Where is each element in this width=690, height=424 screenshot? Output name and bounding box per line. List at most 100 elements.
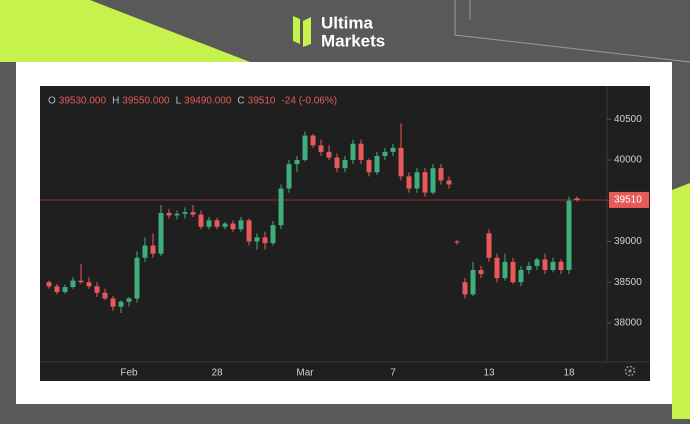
candle-body: [294, 160, 300, 165]
candle-body: [134, 257, 140, 299]
candle-body: [302, 135, 308, 161]
candle-body: [478, 269, 484, 275]
candle-body: [326, 151, 332, 158]
y-tick-label: 40000: [614, 155, 642, 166]
chart-panel: [40, 86, 650, 381]
settings-icon[interactable]: [624, 365, 636, 377]
candle-body: [118, 301, 124, 307]
candle-body: [54, 286, 60, 292]
candle-body: [550, 261, 556, 270]
x-tick-label: Mar: [296, 368, 314, 379]
x-tick-label: 28: [211, 368, 223, 379]
candle-body: [574, 198, 580, 200]
accent-shape: [672, 183, 690, 419]
candle-body: [310, 135, 316, 146]
candle-body: [430, 168, 436, 193]
logo: Ultima Markets: [293, 13, 385, 50]
candle-body: [406, 176, 412, 189]
y-tick-label: 40500: [614, 114, 642, 125]
plot: 380003850039000395004000040500Feb28Mar71…: [40, 114, 649, 379]
candle-body: [70, 280, 76, 288]
candle-body: [454, 241, 460, 243]
candle-body: [462, 282, 468, 295]
candle-body: [86, 282, 92, 287]
candle-body: [446, 180, 452, 185]
price-tag: [609, 191, 649, 208]
candle-body: [198, 214, 204, 227]
candle-body: [166, 212, 172, 216]
candle-body: [494, 257, 500, 279]
candle-body: [142, 245, 148, 258]
candle-body: [190, 212, 196, 215]
candle-body: [318, 145, 324, 152]
candle-body: [502, 261, 508, 279]
candle-body: [46, 282, 52, 287]
accent-shape: [0, 0, 250, 62]
candle-body: [222, 223, 228, 227]
candle-body: [62, 287, 68, 292]
candle-body: [334, 157, 340, 169]
candle-body: [230, 223, 236, 230]
candle-body: [110, 298, 116, 307]
info-key: H: [112, 96, 119, 107]
candle-body: [470, 269, 476, 295]
candle-body: [158, 212, 164, 254]
price-tag-label: 39510: [614, 195, 642, 206]
info-value: 39530.000: [59, 96, 107, 107]
candle-body: [510, 261, 516, 283]
candle-body: [150, 245, 156, 254]
brand: Markets: [321, 31, 385, 50]
candle-body: [126, 298, 132, 302]
candle-body: [206, 220, 212, 227]
candle-body: [174, 213, 180, 216]
brand: Ultima: [321, 13, 374, 32]
info-value: 39510: [248, 96, 276, 107]
candle-body: [342, 160, 348, 169]
candle-body: [526, 265, 532, 270]
candle-body: [422, 172, 428, 193]
logo-icon: [303, 17, 311, 47]
candle-body: [486, 233, 492, 258]
candle-body: [414, 172, 420, 189]
candle-body: [350, 143, 356, 161]
candle-body: [558, 261, 564, 270]
candle-body: [374, 155, 380, 173]
y-tick-label: 39000: [614, 236, 642, 247]
candle-body: [78, 280, 84, 283]
candle-body: [534, 259, 540, 266]
candle-body: [246, 220, 252, 242]
candle-body: [182, 212, 188, 214]
candle-body: [566, 200, 572, 270]
candle-body: [262, 237, 268, 244]
candle-body: [366, 160, 372, 173]
logo-icon: [293, 16, 300, 44]
candle-body: [270, 225, 276, 244]
x-tick-label: Feb: [120, 368, 138, 379]
x-tick-label: 18: [563, 368, 575, 379]
candle-body: [518, 269, 524, 283]
candle-body: [390, 147, 396, 152]
candle-body: [214, 220, 220, 227]
info-key: L: [176, 96, 182, 107]
y-tick-label: 38500: [614, 277, 642, 288]
candle-body: [102, 292, 108, 299]
gear-center[interactable]: [628, 369, 632, 373]
info-value: 39550.000: [122, 96, 170, 107]
info-value: 39490.000: [184, 96, 232, 107]
candle-body: [438, 168, 444, 181]
gear[interactable]: [624, 365, 636, 377]
info-line: O 39530.000 H 39550.000 L 39490.000 C 39510 -24 …: [48, 96, 337, 107]
candle-body: [398, 147, 404, 177]
y-tick-label: 38000: [614, 318, 642, 329]
candle-body: [286, 164, 292, 189]
candle-body: [238, 220, 244, 230]
info-key: C: [237, 96, 244, 107]
candle-body: [94, 286, 100, 293]
candle-body: [542, 259, 548, 270]
x-tick-label: 7: [390, 368, 396, 379]
candle-body: [382, 151, 388, 156]
candle-body: [358, 143, 364, 161]
info-value: -24 (-0.06%): [281, 96, 337, 107]
candle-body: [278, 188, 284, 226]
